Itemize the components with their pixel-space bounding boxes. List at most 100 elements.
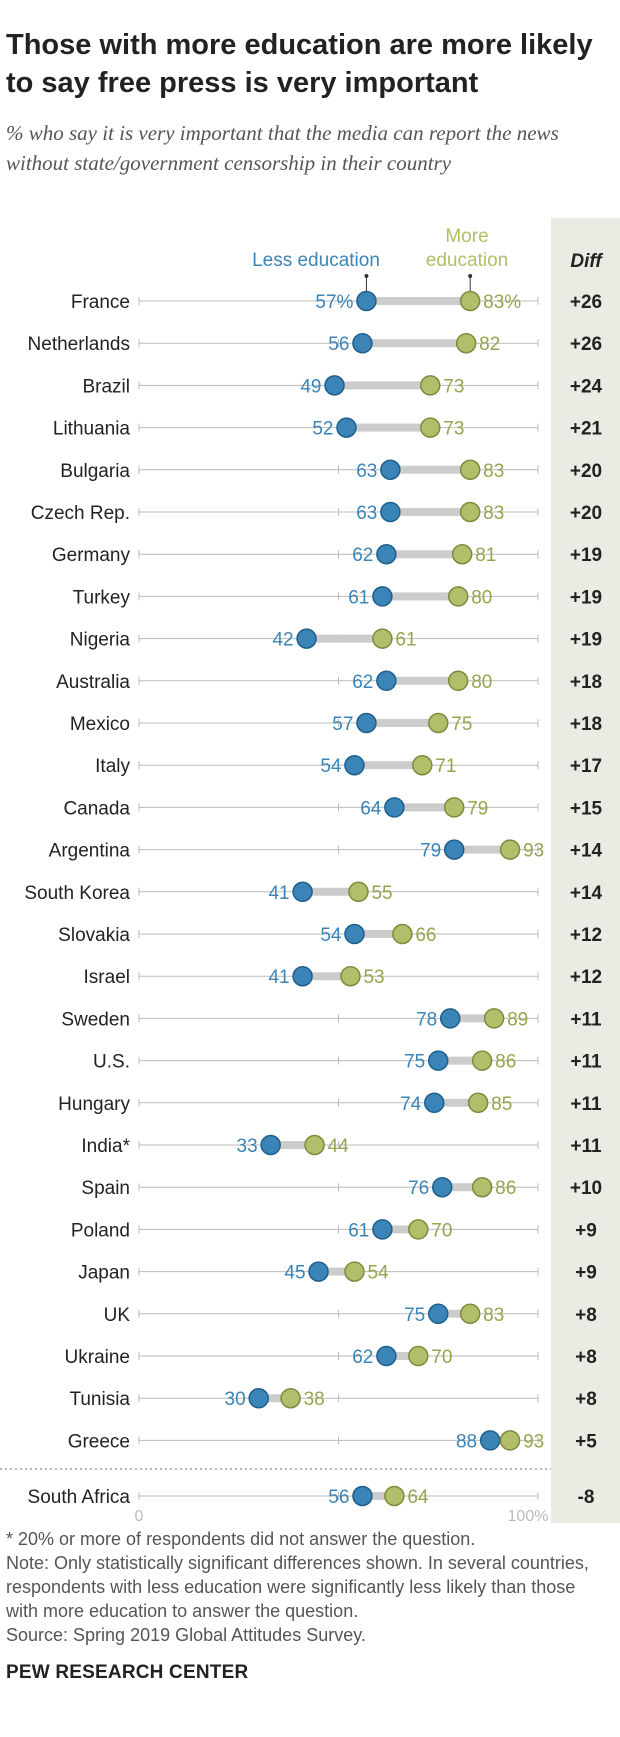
less-education-value: 79 [420, 841, 441, 862]
row-canada: Canada 64 79 +15 [63, 797, 603, 819]
country-label: Tunisia [69, 1389, 130, 1410]
country-label: Slovakia [58, 925, 130, 946]
more-education-value: 54 [367, 1263, 389, 1284]
diff-value: +18 [570, 714, 602, 735]
row-south-africa: South Africa 56 64 -8 [28, 1485, 594, 1508]
more-education-value: 82 [479, 334, 500, 355]
more-education-dot [428, 712, 449, 734]
less-education-value: 63 [356, 503, 377, 524]
diff-value: +19 [570, 630, 602, 651]
less-education-value: 52 [312, 419, 333, 440]
country-label: Lithuania [53, 419, 131, 440]
more-education-value: 81 [475, 545, 496, 566]
diff-value: +11 [570, 1052, 602, 1073]
more-education-value: 83 [483, 503, 504, 524]
legend-more-education-line1: More [445, 226, 488, 247]
footnote: * 20% or more of respondents did not ans… [6, 1529, 476, 1549]
more-education-dot [384, 1485, 405, 1507]
less-education-value: 49 [300, 376, 321, 397]
more-education-value: 61 [395, 630, 416, 651]
less-education-dot [380, 501, 401, 523]
country-label: Argentina [49, 841, 131, 862]
diff-value: +20 [570, 503, 602, 524]
row-tunisia: Tunisia 30 38 +8 [69, 1387, 597, 1410]
row-u-s-: U.S. 75 86 +11 [93, 1050, 602, 1073]
country-label: Sweden [61, 1009, 130, 1030]
less-education-dot [248, 1387, 269, 1409]
country-label: Greece [68, 1431, 130, 1452]
less-education-value: 45 [284, 1263, 305, 1284]
more-education-dot [467, 1092, 489, 1114]
diff-value: +24 [570, 376, 603, 397]
less-education-dot [428, 1050, 449, 1071]
more-education-value: 71 [435, 756, 456, 777]
diff-value: +21 [570, 419, 603, 440]
country-label: Czech Rep. [31, 503, 130, 524]
less-education-value: 57% [315, 292, 353, 313]
row-bulgaria: Bulgaria 63 83 +20 [60, 459, 602, 482]
row-south-korea: South Korea 41 55 +14 [24, 881, 603, 904]
country-label: Spain [81, 1178, 130, 1199]
less-education-dot [372, 1219, 393, 1240]
less-education-dot [292, 881, 313, 903]
more-education-value: 70 [431, 1347, 452, 1368]
less-education-value: 88 [456, 1431, 477, 1452]
less-education-value: 62 [352, 545, 373, 566]
more-education-dot [348, 881, 369, 903]
legend-more-education-line2: education [426, 250, 508, 271]
country-label: Bulgaria [60, 461, 130, 482]
diff-value: +9 [575, 1263, 597, 1284]
row-turkey: Turkey 61 80 +19 [73, 586, 602, 608]
more-education-dot [447, 586, 469, 607]
legend-pointer-less-end [364, 274, 369, 278]
diff-value: +19 [570, 545, 602, 566]
diff-value: +5 [575, 1431, 597, 1452]
country-label: South Africa [28, 1487, 131, 1508]
less-education-dot [324, 375, 345, 396]
diff-value: +12 [570, 925, 602, 946]
more-education-value: 79 [467, 798, 488, 819]
axis-label-max: 100% [508, 1508, 549, 1525]
less-education-value: 54 [320, 756, 342, 777]
diff-value: +15 [570, 798, 603, 819]
diff-value: +19 [570, 587, 602, 608]
less-education-value: 63 [356, 461, 377, 482]
more-education-value: 80 [471, 672, 492, 693]
diff-column-band [551, 218, 620, 1523]
country-label: Italy [95, 756, 130, 777]
more-education-dot [459, 459, 481, 481]
less-education-dot [380, 459, 401, 481]
less-education-value: 76 [408, 1178, 429, 1199]
row-mexico: Mexico 57 75 +18 [70, 712, 602, 735]
less-education-dot [428, 1303, 449, 1325]
chart-subtitle: % who say it is very important that the … [6, 121, 559, 175]
country-label: Canada [63, 798, 130, 819]
row-india-: India* 33 44 +11 [81, 1134, 602, 1157]
x-axis: 0 100% [0, 1468, 551, 1525]
more-education-dot [412, 754, 433, 776]
less-education-dot [431, 1176, 453, 1198]
country-label: Australia [56, 672, 130, 693]
more-education-value: 64 [407, 1487, 429, 1508]
country-label: France [71, 292, 130, 313]
less-education-dot [308, 1261, 329, 1282]
row-italy: Italy 54 71 +17 [95, 754, 602, 777]
country-label: U.S. [93, 1052, 130, 1073]
country-label: Mexico [70, 714, 130, 735]
diff-value: +8 [575, 1305, 597, 1326]
more-education-value: 55 [371, 883, 392, 904]
more-education-dot [372, 628, 393, 649]
less-education-dot [479, 1430, 501, 1451]
country-label: Germany [52, 545, 131, 566]
row-germany: Germany 62 81 +19 [52, 543, 602, 566]
organization-logo-text: PEW RESEARCH CENTER [6, 1662, 249, 1683]
less-education-value: 42 [272, 630, 293, 651]
less-education-value: 56 [328, 334, 349, 355]
legend: Less education More education Diff [252, 226, 603, 272]
diff-value: +17 [570, 756, 602, 777]
country-label: Israel [84, 967, 130, 988]
axis-label-min: 0 [135, 1508, 144, 1525]
row-czech-rep-: Czech Rep. 63 83 +20 [31, 501, 602, 524]
less-education-dot [356, 290, 377, 312]
less-education-dot [260, 1134, 281, 1156]
